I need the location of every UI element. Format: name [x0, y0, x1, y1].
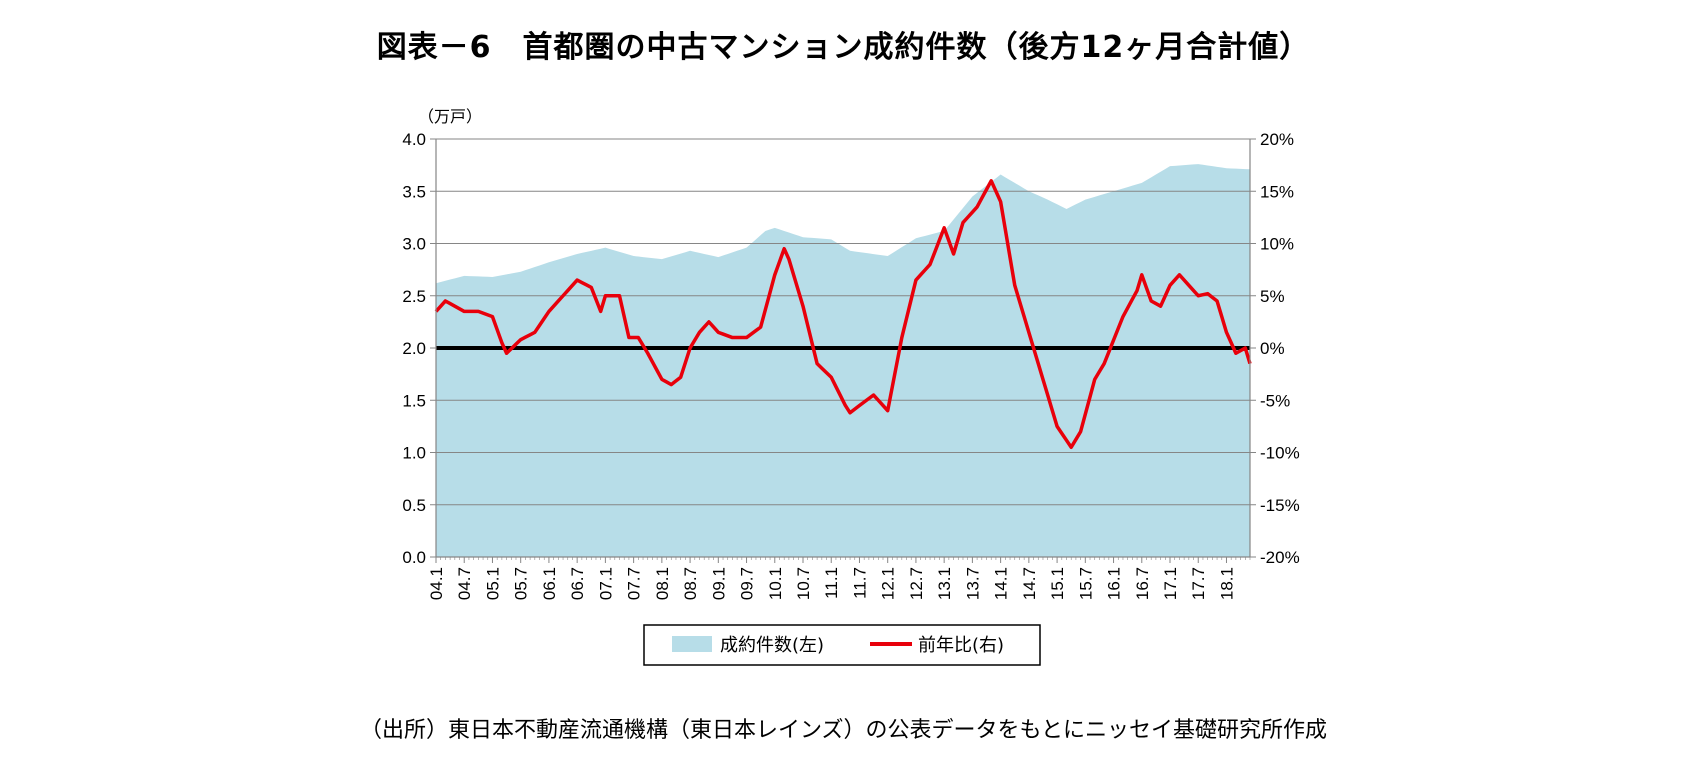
x-tick-label: 04.7: [455, 567, 474, 600]
left-tick-label: 2.0: [402, 339, 426, 358]
left-tick-label: 3.0: [402, 235, 426, 254]
left-tick-label: 4.0: [402, 130, 426, 149]
x-tick-label: 06.7: [568, 567, 587, 600]
x-tick-label: 05.7: [512, 567, 531, 600]
x-tick-label: 13.1: [935, 567, 954, 600]
x-tick-label: 09.7: [738, 567, 757, 600]
axis-layer: 0.0 0.5 1.0 1.5 2.0 2.5 3.0 3.5 4.0 -20% -15% -10% -…: [402, 130, 1299, 600]
chart-title: 図表－6 首都圏の中古マンション成約件数（後方12ヶ月合計値）: [376, 30, 1311, 65]
right-tick-label: -10%: [1260, 444, 1300, 463]
left-tick-label: 0.5: [402, 496, 426, 515]
x-tick-label: 16.1: [1105, 567, 1124, 600]
left-tick-label: 1.0: [402, 444, 426, 463]
x-tick-label: 18.1: [1217, 567, 1236, 600]
x-tick-label: 13.7: [963, 567, 982, 600]
x-tick-label: 08.1: [653, 567, 672, 600]
x-tick-label: 04.1: [427, 567, 446, 600]
x-tick-label: 12.7: [907, 567, 926, 600]
left-unit-label: （万戸）: [418, 107, 482, 126]
right-tick-label: 10%: [1260, 235, 1294, 254]
right-tick-label: -20%: [1260, 548, 1300, 567]
legend-layer: 成約件数(左) 前年比(右): [643, 624, 1041, 666]
right-tick-label: 5%: [1260, 287, 1285, 306]
x-tick-label: 17.7: [1189, 567, 1208, 600]
x-tick-label: 17.1: [1161, 567, 1180, 600]
x-tick-label: 07.7: [625, 567, 644, 600]
x-tick-label: 08.7: [681, 567, 700, 600]
x-tick-label: 11.7: [850, 567, 869, 599]
left-tick-label: 0.0: [402, 548, 426, 567]
x-tick-label: 14.1: [992, 567, 1011, 600]
right-tick-label: 20%: [1260, 130, 1294, 149]
x-tick-label: 15.1: [1048, 567, 1067, 600]
x-tick-label: 10.1: [766, 567, 785, 600]
x-tick-label: 09.1: [709, 567, 728, 600]
line-layer: [434, 179, 1252, 450]
legend-area-label: 成約件数(左): [720, 635, 824, 656]
x-tick-label: 12.1: [879, 567, 898, 600]
area-layer: [436, 164, 1250, 557]
legend-area-swatch: [672, 636, 712, 652]
right-tick-label: -5%: [1260, 391, 1290, 410]
right-tick-label: -15%: [1260, 496, 1300, 515]
x-tick-label: 14.7: [1020, 567, 1039, 600]
x-tick-label: 10.7: [794, 567, 813, 600]
x-tick-label: 15.7: [1076, 567, 1095, 600]
area-series-contracts: [436, 164, 1250, 557]
x-tick-label: 07.1: [596, 567, 615, 600]
line-series-yoy: [434, 179, 1252, 450]
x-tick-label: 06.1: [540, 567, 559, 600]
left-tick-label: 1.5: [402, 391, 426, 410]
legend-line-label: 前年比(右): [918, 635, 1004, 656]
left-tick-label: 3.5: [402, 182, 426, 201]
source-note: （出所）東日本不動産流通機構（東日本レインズ）の公表データをもとにニッセイ基礎研…: [359, 718, 1328, 743]
x-tick-label: 11.1: [822, 567, 841, 599]
right-tick-label: 15%: [1260, 182, 1294, 201]
left-tick-label: 2.5: [402, 287, 426, 306]
right-tick-label: 0%: [1260, 339, 1285, 358]
x-tick-label: 16.7: [1133, 567, 1152, 600]
x-tick-label: 05.1: [483, 567, 502, 600]
